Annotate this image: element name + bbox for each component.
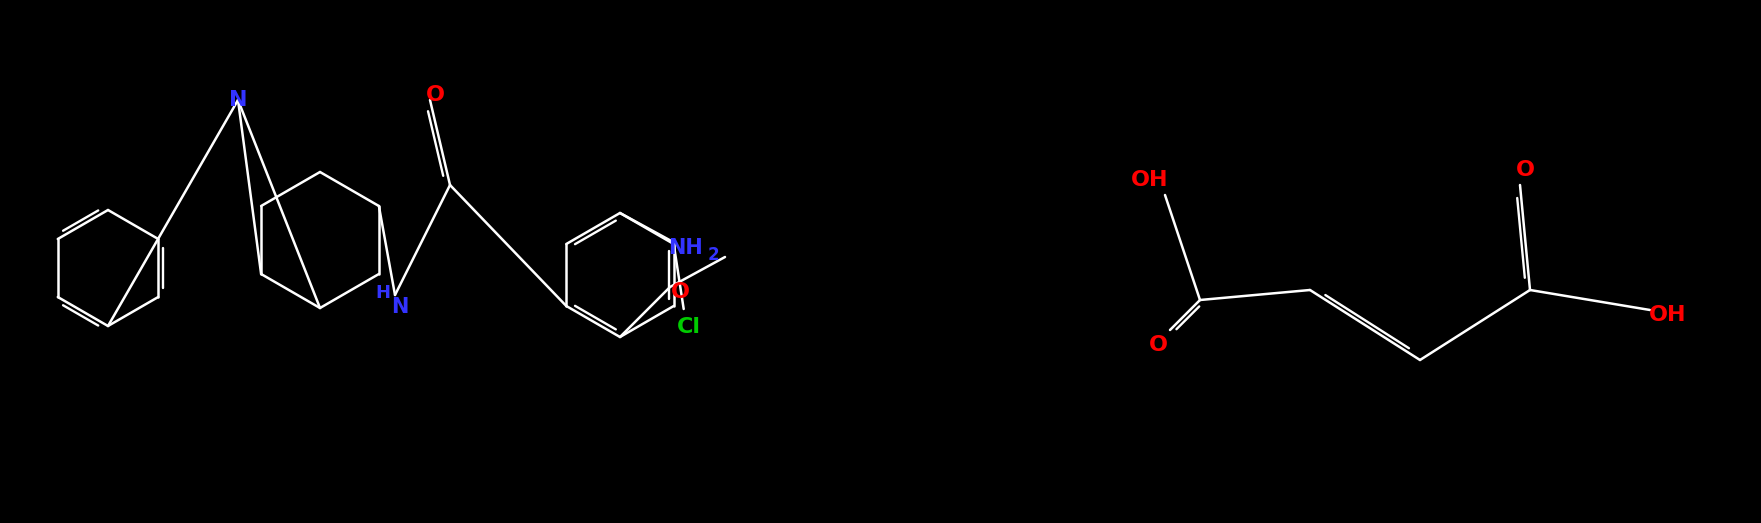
Text: NH: NH bbox=[667, 238, 703, 258]
Text: OH: OH bbox=[1650, 305, 1687, 325]
Text: O: O bbox=[1148, 335, 1168, 355]
Text: O: O bbox=[1516, 160, 1534, 180]
Text: N: N bbox=[391, 297, 409, 317]
Text: OH: OH bbox=[1131, 170, 1169, 190]
Text: O: O bbox=[671, 282, 690, 302]
Text: O: O bbox=[426, 85, 444, 105]
Text: 2: 2 bbox=[708, 246, 718, 264]
Text: H: H bbox=[375, 284, 391, 302]
Text: N: N bbox=[229, 90, 247, 110]
Text: Cl: Cl bbox=[676, 317, 701, 337]
